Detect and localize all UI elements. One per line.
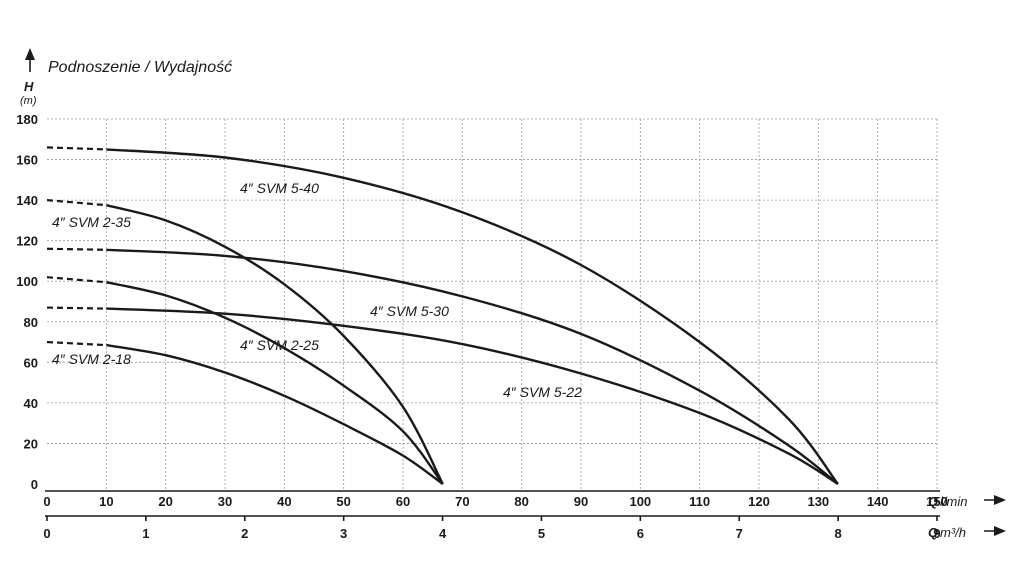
series-line-4-svm-2-35 [106, 204, 444, 485]
label-svm-2-35: 4″ SVM 2-35 [52, 214, 131, 230]
y-tick-80: 80 [24, 315, 38, 330]
x2-tick-0: 0 [43, 526, 50, 541]
series-curves [46, 146, 839, 486]
series-line-4-svm-5-40 [106, 148, 839, 485]
y-tick-180: 180 [16, 112, 38, 127]
x2-axis-label: Q [928, 525, 938, 540]
x-tick-40: 40 [277, 494, 291, 509]
series-dash-4-svm-5-22 [46, 306, 107, 310]
y-tick-40: 40 [24, 396, 38, 411]
series-line-4-svm-5-22 [106, 307, 839, 486]
x-tick-120: 120 [748, 494, 770, 509]
y-tick-120: 120 [16, 234, 38, 249]
x-tick-70: 70 [455, 494, 469, 509]
x2-tick-3: 3 [340, 526, 347, 541]
x2-tick-8: 8 [834, 526, 841, 541]
x-tick-labels: 0 10 20 30 40 50 60 70 80 90 100 110 120 130 140 150 [43, 494, 947, 509]
x-tick-90: 90 [574, 494, 588, 509]
series-line-4-svm-2-18 [106, 343, 444, 485]
y-tick-20: 20 [24, 436, 38, 451]
x2-axis-unit: m³/h [940, 525, 966, 540]
x2-tick-2: 2 [241, 526, 248, 541]
label-svm-5-30: 4″ SVM 5-30 [370, 303, 449, 319]
x-tick-130: 130 [807, 494, 829, 509]
x2-tick-5: 5 [538, 526, 545, 541]
series-line-4-svm-2-25 [106, 281, 444, 485]
x2-arrow-head [994, 526, 1006, 536]
x2-tick-4: 4 [439, 526, 447, 541]
x-tick-0: 0 [43, 494, 50, 509]
grid [47, 118, 938, 491]
x-tick-50: 50 [336, 494, 350, 509]
x2-tick-9: 9 [933, 526, 940, 541]
x-axis-label: Q [928, 494, 938, 509]
y-tick-0: 0 [31, 477, 38, 492]
x2-tick-7: 7 [736, 526, 743, 541]
x-tick-30: 30 [218, 494, 232, 509]
x-tick-140: 140 [867, 494, 889, 509]
series-dash-4-svm-5-30 [46, 247, 107, 251]
series-dash-4-svm-2-18 [46, 340, 107, 347]
y-axis-label: H [24, 79, 34, 94]
series-line-4-svm-5-30 [106, 248, 839, 485]
series-dash-4-svm-2-35 [46, 199, 107, 207]
y-tick-140: 140 [16, 193, 38, 208]
label-svm-2-25: 4″ SVM 2-25 [240, 337, 319, 353]
x-arrow-head [994, 495, 1006, 505]
axes [25, 48, 1006, 536]
x-tick-10: 10 [99, 494, 113, 509]
x-tick-110: 110 [689, 494, 710, 509]
label-svm-5-22: 4″ SVM 5-22 [503, 384, 582, 400]
y-tick-160: 160 [16, 153, 38, 168]
x-axis-unit: l/min [940, 494, 967, 509]
y-tick-100: 100 [16, 274, 38, 289]
x-tick-100: 100 [629, 494, 651, 509]
label-svm-5-40: 4″ SVM 5-40 [240, 180, 319, 196]
y-arrow-head [25, 48, 35, 60]
x2-tick-6: 6 [637, 526, 644, 541]
y-tick-labels: 0 20 40 60 80 100 120 140 160 180 [16, 112, 38, 492]
x-tick-20: 20 [158, 494, 172, 509]
x2-tick-1: 1 [142, 526, 149, 541]
series-dash-4-svm-5-40 [46, 146, 107, 151]
chart-title: Podnoszenie / Wydajność [48, 59, 232, 76]
label-svm-2-18: 4″ SVM 2-18 [52, 351, 131, 367]
x-tick-60: 60 [396, 494, 410, 509]
y-axis-unit: (m) [20, 95, 37, 107]
y-tick-60: 60 [24, 355, 38, 370]
x2-tick-labels: 0 1 2 3 4 5 6 7 8 9 [43, 516, 941, 541]
x-tick-150: 150 [926, 494, 948, 509]
x-tick-80: 80 [514, 494, 528, 509]
